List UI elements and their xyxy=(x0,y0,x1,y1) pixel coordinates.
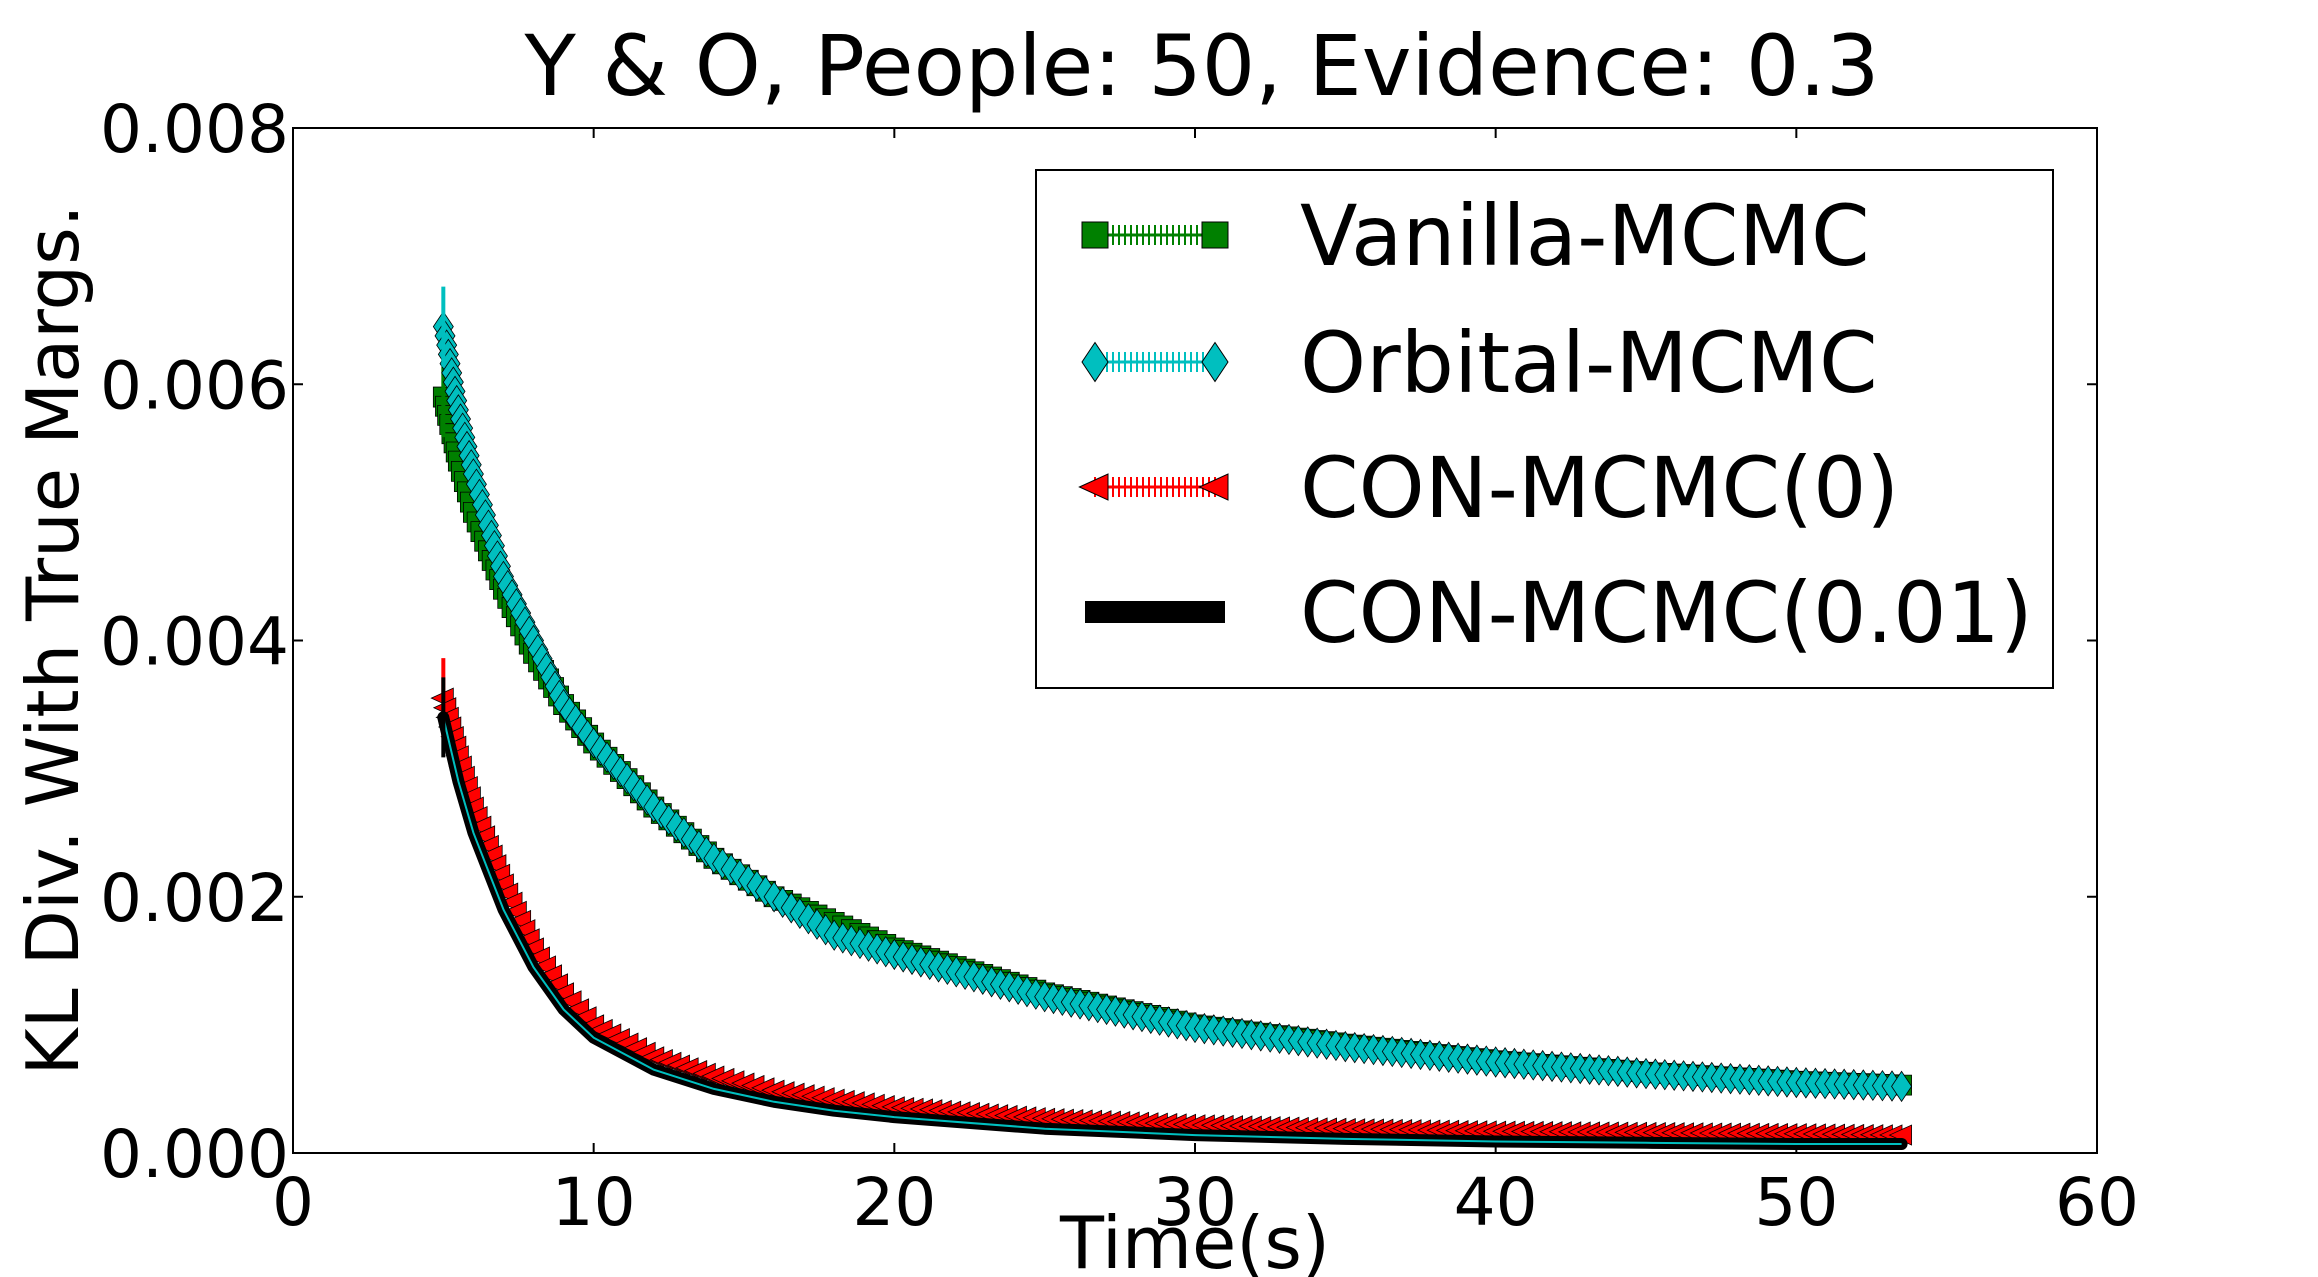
legend-marker xyxy=(1201,221,1229,249)
chart-title: Y & O, People: 50, Evidence: 0.3 xyxy=(524,17,1880,115)
legend-entry-con-mcmc-0-01-: CON-MCMC(0.01) xyxy=(1085,564,2033,662)
y-tick-label: 0.006 xyxy=(100,347,289,424)
x-tick-label: 60 xyxy=(2055,1164,2139,1241)
legend: Vanilla-MCMC Orbital-MCMC CON-MCMC(0) CON-M… xyxy=(1035,169,2054,689)
axis-ticks: 0 10 20 30 40 50 60 0.000 0.002 0.004 0.006 0.008 xyxy=(100,91,2139,1241)
x-axis-label: Time(s) xyxy=(1059,1201,1330,1277)
legend-marker xyxy=(1201,341,1229,383)
series-layer xyxy=(430,286,1913,1150)
y-tick-label: 0.000 xyxy=(100,1116,289,1193)
y-tick-label: 0.004 xyxy=(100,604,289,681)
legend-label: CON-MCMC(0) xyxy=(1300,439,1899,537)
y-tick-label: 0.002 xyxy=(100,860,289,937)
legend-label: CON-MCMC(0.01) xyxy=(1300,564,2033,662)
x-tick-label: 20 xyxy=(852,1164,936,1241)
legend-entry-vanilla-mcmc: Vanilla-MCMC xyxy=(1081,187,1870,285)
series-con-mcmc-0- xyxy=(430,658,1912,1146)
x-tick-label: 40 xyxy=(1454,1164,1538,1241)
legend-marker xyxy=(1081,341,1109,383)
series-line-inner xyxy=(442,717,1902,1145)
x-tick-label: 10 xyxy=(552,1164,636,1241)
x-tick-label: 0 xyxy=(272,1164,314,1241)
legend-marker xyxy=(1198,473,1229,501)
legend-entry-orbital-mcmc: Orbital-MCMC xyxy=(1081,314,1878,412)
legend-marker xyxy=(1078,473,1109,501)
legend-marker xyxy=(1081,221,1109,249)
legend-label: Orbital-MCMC xyxy=(1300,314,1878,412)
y-axis-label: KL Div. With True Margs. xyxy=(11,204,95,1075)
series-orbital-mcmc xyxy=(432,286,1913,1103)
data-point xyxy=(1891,1070,1913,1103)
y-tick-label: 0.008 xyxy=(100,91,289,168)
x-tick-label: 50 xyxy=(1754,1164,1838,1241)
legend-entry-con-mcmc-0-: CON-MCMC(0) xyxy=(1078,439,1899,537)
x-tick-label: 30 xyxy=(1153,1164,1237,1241)
series-con-mcmc-0-01- xyxy=(437,677,1908,1150)
legend-label: Vanilla-MCMC xyxy=(1300,187,1870,285)
